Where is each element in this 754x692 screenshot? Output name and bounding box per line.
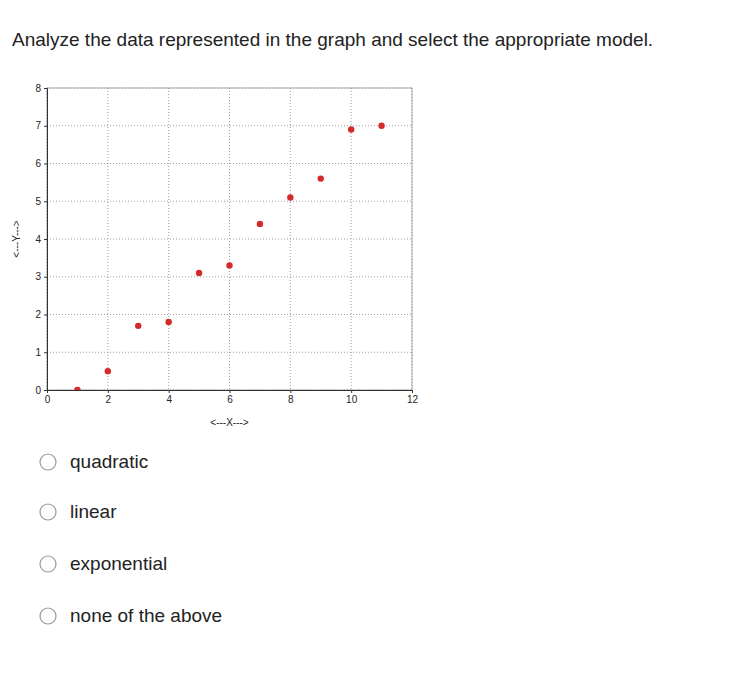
x-axis: 0 2 4 6 8 10 12	[45, 390, 419, 405]
tick: 4	[166, 390, 172, 405]
point	[165, 319, 171, 325]
page: Analyze the data represented in the grap…	[0, 0, 754, 692]
tick-mark	[44, 126, 47, 127]
tick-label: 2	[35, 309, 41, 320]
grid-line	[47, 314, 412, 315]
x-axis-label: <---X--->	[210, 417, 248, 428]
grid-line	[229, 88, 230, 390]
tick-label: 3	[35, 271, 41, 282]
choice-label[interactable]: linear	[70, 501, 117, 522]
tick-mark	[412, 390, 413, 393]
choice-label[interactable]: quadratic	[70, 451, 148, 472]
tick-mark	[44, 239, 47, 240]
point	[105, 368, 111, 374]
tick: 6	[227, 390, 233, 405]
tick: 8	[35, 83, 47, 94]
tick-label: 4	[166, 394, 172, 405]
tick: 6	[35, 158, 47, 169]
tick-label: 6	[227, 394, 233, 405]
point	[74, 387, 80, 390]
tick-mark	[44, 352, 47, 353]
choice-label[interactable]: exponential	[70, 553, 167, 574]
plot-frame	[47, 88, 412, 390]
tick: 7	[35, 120, 47, 131]
point	[135, 323, 141, 329]
tick-label: 0	[45, 394, 51, 405]
tick-mark	[230, 390, 231, 393]
tick-label: 10	[346, 394, 358, 405]
tick-label: 7	[35, 120, 41, 131]
tick: 12	[407, 390, 419, 405]
point	[287, 194, 293, 200]
tick: 2	[35, 309, 47, 320]
tick-mark	[44, 164, 47, 165]
axis-line	[48, 391, 413, 394]
grid-line	[47, 201, 412, 202]
tick-label: 6	[35, 158, 41, 169]
grid-line	[351, 88, 352, 390]
tick-mark	[44, 277, 47, 278]
axis-line	[44, 89, 48, 391]
tick-mark	[44, 201, 47, 202]
point	[348, 126, 354, 132]
tick-mark	[108, 390, 109, 393]
tick-mark	[44, 88, 47, 89]
tick-label: 2	[106, 394, 112, 405]
grid-line	[412, 88, 413, 390]
points	[74, 123, 385, 390]
tick-mark	[351, 390, 352, 393]
grid-line	[47, 125, 412, 126]
point	[257, 221, 263, 227]
tick-label: 0	[35, 385, 41, 396]
point	[378, 123, 384, 129]
point	[318, 175, 324, 181]
grid-line	[290, 88, 291, 390]
tick-mark	[169, 390, 170, 393]
tick-label: 5	[35, 196, 41, 207]
radio-button[interactable]	[40, 556, 56, 572]
tick: 5	[35, 196, 47, 207]
tick-label: 8	[288, 394, 294, 405]
tick-mark	[44, 390, 47, 391]
tick: 2	[106, 390, 112, 405]
tick: 0	[45, 390, 51, 405]
tick: 10	[346, 390, 358, 405]
tick: 0	[35, 385, 47, 396]
tick: 3	[35, 271, 47, 282]
radio-button[interactable]	[40, 608, 56, 624]
tick-label: 4	[35, 234, 41, 245]
question: Analyze the data represented in the grap…	[12, 29, 653, 50]
choice-label[interactable]: none of the above	[70, 605, 222, 626]
point	[196, 270, 202, 276]
tick-label: 12	[407, 394, 419, 405]
y-axis-label: <---Y--->	[11, 220, 22, 258]
point	[226, 262, 232, 268]
tick-mark	[44, 315, 47, 316]
grid-line	[107, 88, 108, 390]
grid-line	[168, 88, 169, 390]
radio-button[interactable]	[40, 454, 56, 470]
tick-mark	[290, 390, 291, 393]
y-axis: 0 1 2 3 4 5 6 7 8	[35, 83, 47, 396]
tick: 1	[35, 347, 47, 358]
grid	[47, 88, 412, 390]
tick: 8	[288, 390, 294, 405]
tick: 4	[35, 234, 47, 245]
tick-label: 8	[35, 83, 41, 94]
tick-label: 1	[35, 347, 41, 358]
radio-button[interactable]	[40, 504, 56, 520]
